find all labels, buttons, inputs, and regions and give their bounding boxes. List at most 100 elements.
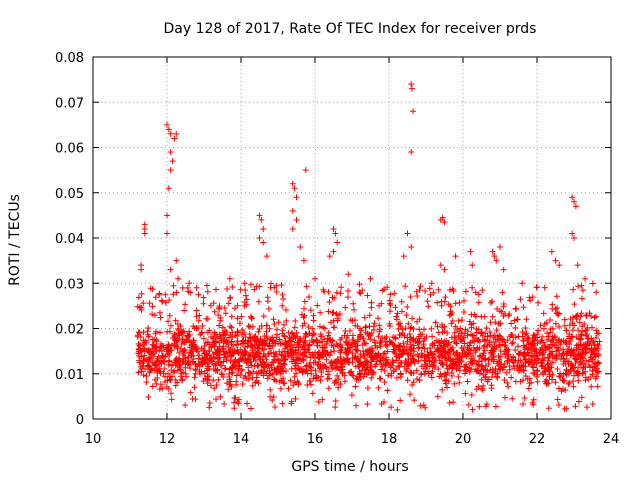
data-point bbox=[415, 339, 422, 346]
data-point bbox=[506, 333, 513, 340]
data-point bbox=[239, 380, 246, 387]
data-point bbox=[167, 167, 174, 174]
data-point bbox=[389, 340, 396, 347]
data-point bbox=[357, 290, 364, 297]
data-point bbox=[416, 316, 423, 323]
data-point bbox=[143, 379, 150, 386]
data-point bbox=[138, 368, 145, 375]
data-point bbox=[337, 349, 344, 356]
data-point bbox=[407, 391, 414, 398]
data-point bbox=[342, 304, 349, 311]
data-point bbox=[497, 244, 503, 251]
data-point bbox=[577, 342, 584, 349]
data-point bbox=[328, 364, 335, 371]
data-point bbox=[552, 379, 559, 386]
data-point bbox=[559, 376, 566, 383]
data-point bbox=[241, 280, 248, 287]
y-tick-label: 0.02 bbox=[55, 323, 84, 338]
data-point bbox=[438, 298, 445, 305]
data-point bbox=[332, 230, 339, 237]
data-point bbox=[582, 312, 589, 319]
data-point bbox=[367, 336, 374, 343]
data-point bbox=[317, 333, 324, 340]
data-point bbox=[179, 335, 186, 342]
data-point bbox=[387, 302, 394, 309]
data-point bbox=[522, 363, 529, 370]
data-point bbox=[452, 300, 459, 307]
data-point bbox=[322, 364, 329, 371]
data-point bbox=[441, 266, 448, 273]
data-point bbox=[292, 317, 299, 324]
data-point bbox=[178, 370, 185, 377]
data-point bbox=[499, 289, 506, 296]
data-point bbox=[206, 404, 213, 411]
data-point bbox=[351, 306, 358, 313]
data-point bbox=[256, 354, 263, 361]
data-point bbox=[588, 383, 595, 390]
data-point bbox=[339, 369, 346, 376]
data-point bbox=[338, 284, 345, 291]
data-point bbox=[508, 374, 515, 381]
data-point bbox=[330, 225, 337, 232]
data-point bbox=[580, 341, 587, 348]
data-point bbox=[345, 359, 352, 366]
data-point bbox=[448, 320, 455, 327]
data-point bbox=[257, 368, 264, 375]
data-point bbox=[309, 351, 316, 358]
data-point bbox=[174, 379, 181, 386]
data-point bbox=[283, 342, 290, 349]
data-point bbox=[213, 286, 220, 293]
data-point bbox=[275, 319, 282, 326]
data-point bbox=[286, 334, 293, 341]
data-point bbox=[555, 345, 562, 352]
data-point bbox=[266, 367, 273, 374]
data-point bbox=[503, 369, 510, 376]
data-point bbox=[213, 396, 220, 403]
data-point bbox=[404, 361, 411, 368]
data-point bbox=[541, 365, 548, 372]
data-point bbox=[439, 386, 446, 393]
data-point bbox=[281, 321, 288, 328]
data-point bbox=[143, 372, 150, 379]
data-point bbox=[447, 357, 454, 364]
data-point bbox=[579, 287, 586, 294]
data-point bbox=[341, 372, 348, 379]
data-point bbox=[362, 340, 369, 347]
data-point bbox=[144, 331, 151, 338]
data-point bbox=[135, 294, 142, 301]
data-point bbox=[574, 356, 581, 363]
data-point bbox=[563, 350, 570, 357]
data-point bbox=[404, 338, 411, 345]
data-point bbox=[534, 378, 541, 385]
data-point bbox=[333, 379, 340, 386]
data-point bbox=[175, 355, 182, 362]
data-point bbox=[489, 313, 496, 320]
data-point bbox=[162, 291, 169, 298]
data-point bbox=[566, 379, 573, 386]
data-point bbox=[475, 383, 482, 390]
data-point bbox=[304, 382, 311, 389]
data-point bbox=[188, 344, 195, 351]
data-point bbox=[464, 378, 471, 385]
data-point bbox=[574, 312, 581, 319]
data-point bbox=[267, 393, 274, 400]
data-point bbox=[473, 329, 480, 336]
data-point bbox=[376, 328, 383, 335]
data-point bbox=[589, 400, 596, 407]
data-point bbox=[169, 158, 176, 165]
data-point bbox=[428, 374, 435, 381]
data-point bbox=[521, 350, 528, 357]
data-point bbox=[219, 346, 226, 353]
data-point bbox=[414, 293, 421, 300]
data-point bbox=[493, 327, 500, 334]
data-point bbox=[585, 376, 592, 383]
data-point bbox=[381, 398, 388, 405]
data-point bbox=[276, 378, 283, 385]
data-point bbox=[271, 403, 278, 410]
data-point bbox=[220, 332, 227, 339]
data-point bbox=[270, 349, 277, 356]
data-point bbox=[561, 406, 568, 413]
data-point bbox=[306, 341, 313, 348]
data-point bbox=[367, 275, 374, 282]
